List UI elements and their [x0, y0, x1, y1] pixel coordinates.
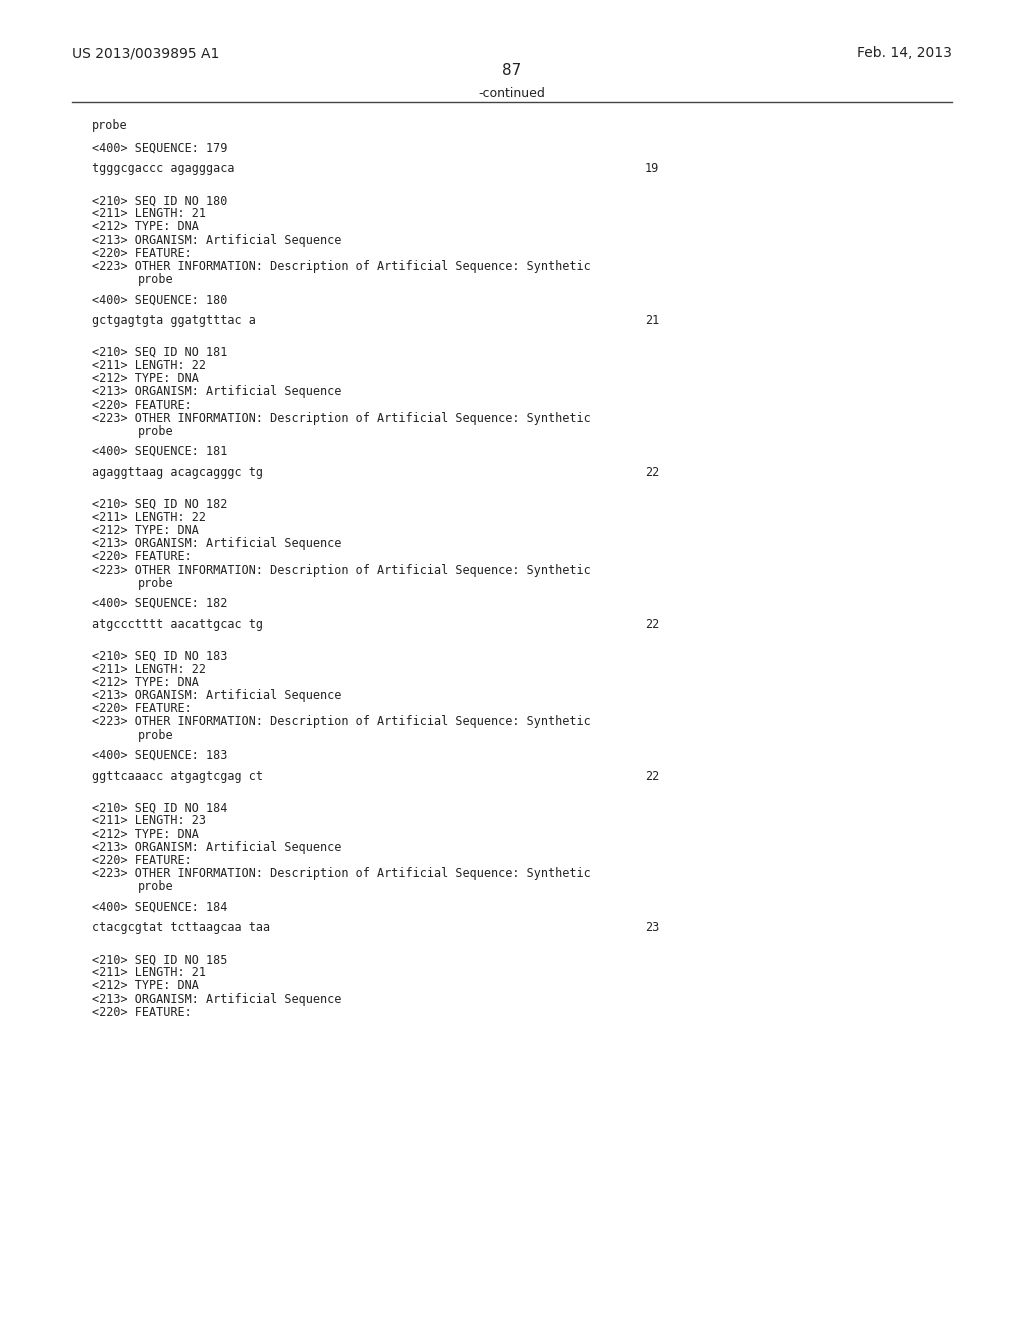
Text: ctacgcgtat tcttaagcaa taa: ctacgcgtat tcttaagcaa taa	[92, 921, 270, 935]
Text: <400> SEQUENCE: 182: <400> SEQUENCE: 182	[92, 597, 227, 610]
Text: <211> LENGTH: 22: <211> LENGTH: 22	[92, 511, 206, 524]
Text: <212> TYPE: DNA: <212> TYPE: DNA	[92, 220, 199, 234]
Text: <213> ORGANISM: Artificial Sequence: <213> ORGANISM: Artificial Sequence	[92, 993, 342, 1006]
Text: <212> TYPE: DNA: <212> TYPE: DNA	[92, 524, 199, 537]
Text: <213> ORGANISM: Artificial Sequence: <213> ORGANISM: Artificial Sequence	[92, 537, 342, 550]
Text: <210> SEQ ID NO 184: <210> SEQ ID NO 184	[92, 801, 227, 814]
Text: <213> ORGANISM: Artificial Sequence: <213> ORGANISM: Artificial Sequence	[92, 841, 342, 854]
Text: <220> FEATURE:: <220> FEATURE:	[92, 854, 191, 867]
Text: <211> LENGTH: 22: <211> LENGTH: 22	[92, 359, 206, 372]
Text: 22: 22	[645, 466, 659, 479]
Text: 22: 22	[645, 618, 659, 631]
Text: probe: probe	[138, 425, 174, 438]
Text: 87: 87	[503, 63, 521, 78]
Text: gctgagtgta ggatgtttac a: gctgagtgta ggatgtttac a	[92, 314, 256, 327]
Text: probe: probe	[138, 577, 174, 590]
Text: <220> FEATURE:: <220> FEATURE:	[92, 550, 191, 564]
Text: <223> OTHER INFORMATION: Description of Artificial Sequence: Synthetic: <223> OTHER INFORMATION: Description of …	[92, 260, 591, 273]
Text: Feb. 14, 2013: Feb. 14, 2013	[857, 46, 952, 61]
Text: <220> FEATURE:: <220> FEATURE:	[92, 702, 191, 715]
Text: <212> TYPE: DNA: <212> TYPE: DNA	[92, 979, 199, 993]
Text: <400> SEQUENCE: 183: <400> SEQUENCE: 183	[92, 748, 227, 762]
Text: <211> LENGTH: 23: <211> LENGTH: 23	[92, 814, 206, 828]
Text: 21: 21	[645, 314, 659, 327]
Text: 22: 22	[645, 770, 659, 783]
Text: <400> SEQUENCE: 181: <400> SEQUENCE: 181	[92, 445, 227, 458]
Text: <223> OTHER INFORMATION: Description of Artificial Sequence: Synthetic: <223> OTHER INFORMATION: Description of …	[92, 867, 591, 880]
Text: <223> OTHER INFORMATION: Description of Artificial Sequence: Synthetic: <223> OTHER INFORMATION: Description of …	[92, 564, 591, 577]
Text: <210> SEQ ID NO 183: <210> SEQ ID NO 183	[92, 649, 227, 663]
Text: <212> TYPE: DNA: <212> TYPE: DNA	[92, 828, 199, 841]
Text: <400> SEQUENCE: 180: <400> SEQUENCE: 180	[92, 293, 227, 306]
Text: probe: probe	[92, 119, 128, 132]
Text: <400> SEQUENCE: 179: <400> SEQUENCE: 179	[92, 141, 227, 154]
Text: <220> FEATURE:: <220> FEATURE:	[92, 247, 191, 260]
Text: <213> ORGANISM: Artificial Sequence: <213> ORGANISM: Artificial Sequence	[92, 234, 342, 247]
Text: <210> SEQ ID NO 181: <210> SEQ ID NO 181	[92, 346, 227, 359]
Text: -continued: -continued	[478, 87, 546, 100]
Text: <213> ORGANISM: Artificial Sequence: <213> ORGANISM: Artificial Sequence	[92, 689, 342, 702]
Text: <210> SEQ ID NO 180: <210> SEQ ID NO 180	[92, 194, 227, 207]
Text: <223> OTHER INFORMATION: Description of Artificial Sequence: Synthetic: <223> OTHER INFORMATION: Description of …	[92, 412, 591, 425]
Text: <211> LENGTH: 21: <211> LENGTH: 21	[92, 966, 206, 979]
Text: <210> SEQ ID NO 185: <210> SEQ ID NO 185	[92, 953, 227, 966]
Text: 19: 19	[645, 162, 659, 176]
Text: tgggcgaccc agagggaca: tgggcgaccc agagggaca	[92, 162, 234, 176]
Text: 23: 23	[645, 921, 659, 935]
Text: <213> ORGANISM: Artificial Sequence: <213> ORGANISM: Artificial Sequence	[92, 385, 342, 399]
Text: <220> FEATURE:: <220> FEATURE:	[92, 1006, 191, 1019]
Text: probe: probe	[138, 880, 174, 894]
Text: <211> LENGTH: 21: <211> LENGTH: 21	[92, 207, 206, 220]
Text: <220> FEATURE:: <220> FEATURE:	[92, 399, 191, 412]
Text: <212> TYPE: DNA: <212> TYPE: DNA	[92, 676, 199, 689]
Text: <211> LENGTH: 22: <211> LENGTH: 22	[92, 663, 206, 676]
Text: probe: probe	[138, 273, 174, 286]
Text: <223> OTHER INFORMATION: Description of Artificial Sequence: Synthetic: <223> OTHER INFORMATION: Description of …	[92, 715, 591, 729]
Text: agaggttaag acagcagggc tg: agaggttaag acagcagggc tg	[92, 466, 263, 479]
Text: ggttcaaacc atgagtcgag ct: ggttcaaacc atgagtcgag ct	[92, 770, 263, 783]
Text: US 2013/0039895 A1: US 2013/0039895 A1	[72, 46, 219, 61]
Text: <400> SEQUENCE: 184: <400> SEQUENCE: 184	[92, 900, 227, 913]
Text: <212> TYPE: DNA: <212> TYPE: DNA	[92, 372, 199, 385]
Text: probe: probe	[138, 729, 174, 742]
Text: atgccctttt aacattgcac tg: atgccctttt aacattgcac tg	[92, 618, 263, 631]
Text: <210> SEQ ID NO 182: <210> SEQ ID NO 182	[92, 498, 227, 511]
